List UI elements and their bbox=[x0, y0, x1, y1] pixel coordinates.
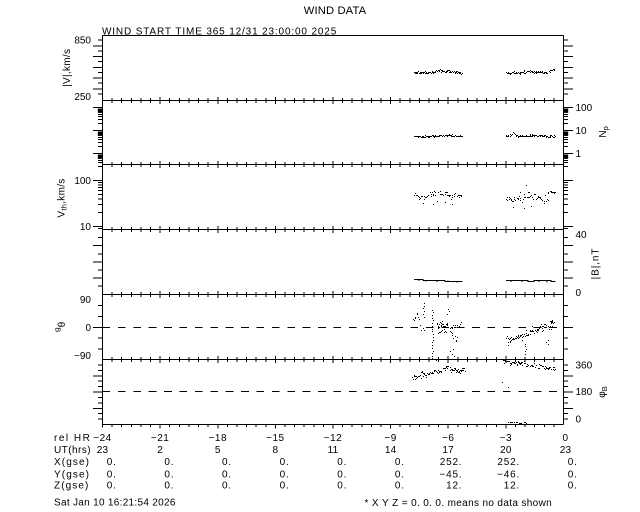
svg-text:Vth,km/s: Vth,km/s bbox=[57, 178, 69, 217]
svg-text:WIND DATA: WIND DATA bbox=[304, 5, 367, 17]
svg-text:100: 100 bbox=[74, 176, 91, 187]
svg-text:−9: −9 bbox=[384, 433, 396, 444]
svg-text:14: 14 bbox=[385, 445, 397, 456]
svg-text:90: 90 bbox=[80, 295, 92, 306]
svg-text:Z(gse): Z(gse) bbox=[54, 481, 90, 492]
svg-text:0.: 0. bbox=[395, 457, 405, 468]
svg-text:17: 17 bbox=[442, 445, 454, 456]
svg-text:0.: 0. bbox=[395, 469, 405, 480]
svg-text:0.: 0. bbox=[222, 481, 232, 492]
svg-text:11: 11 bbox=[328, 445, 339, 456]
svg-text:−46.: −46. bbox=[497, 469, 520, 480]
svg-text:−45.: −45. bbox=[439, 469, 462, 480]
svg-text:0.: 0. bbox=[395, 481, 405, 492]
svg-text:0.: 0. bbox=[280, 469, 290, 480]
svg-text:10: 10 bbox=[80, 222, 92, 233]
svg-text:−21: −21 bbox=[151, 433, 169, 444]
svg-text:UT(hrs): UT(hrs) bbox=[54, 445, 91, 456]
svg-text:0.: 0. bbox=[280, 457, 290, 468]
svg-text:850: 850 bbox=[74, 36, 91, 47]
svg-text:0.: 0. bbox=[568, 481, 578, 492]
svg-text:0.: 0. bbox=[337, 469, 347, 480]
svg-text:0.: 0. bbox=[337, 481, 347, 492]
svg-text:|V|,km/s: |V|,km/s bbox=[62, 49, 73, 87]
svg-text:Y(gse): Y(gse) bbox=[54, 469, 90, 480]
svg-text:23: 23 bbox=[560, 445, 572, 456]
svg-text:0.: 0. bbox=[164, 469, 174, 480]
svg-text:* X Y Z = 0. 0. 0. means no da: * X Y Z = 0. 0. 0. means no data shown bbox=[365, 498, 553, 509]
svg-text:360: 360 bbox=[576, 360, 593, 371]
svg-text:−6: −6 bbox=[442, 433, 454, 444]
svg-text:0.: 0. bbox=[280, 481, 290, 492]
svg-text:10: 10 bbox=[576, 126, 588, 137]
svg-text:rel HR: rel HR bbox=[54, 433, 91, 444]
svg-text:0.: 0. bbox=[107, 469, 117, 480]
svg-text:0.: 0. bbox=[107, 481, 117, 492]
svg-text:0: 0 bbox=[576, 288, 582, 299]
svg-text:−12: −12 bbox=[324, 433, 342, 444]
svg-text:2: 2 bbox=[157, 445, 163, 456]
svg-text:100: 100 bbox=[576, 103, 593, 114]
svg-text:8: 8 bbox=[273, 445, 279, 456]
svg-text:252.: 252. bbox=[497, 457, 520, 468]
svg-text:20: 20 bbox=[500, 445, 512, 456]
svg-text:0: 0 bbox=[576, 415, 582, 426]
svg-text:0.: 0. bbox=[164, 481, 174, 492]
svg-text:252.: 252. bbox=[440, 457, 463, 468]
svg-text:12.: 12. bbox=[446, 481, 462, 492]
svg-text:250: 250 bbox=[74, 92, 91, 103]
svg-text:−90: −90 bbox=[74, 351, 91, 362]
svg-text:−3: −3 bbox=[500, 433, 512, 444]
svg-text:0: 0 bbox=[562, 433, 568, 444]
svg-text:0.: 0. bbox=[568, 457, 578, 468]
svg-text:Sat Jan 10 16:21:54 2026: Sat Jan 10 16:21:54 2026 bbox=[54, 498, 176, 509]
svg-text:|B|,nT: |B|,nT bbox=[591, 248, 602, 280]
svg-text:0.: 0. bbox=[222, 457, 232, 468]
svg-text:12.: 12. bbox=[504, 481, 520, 492]
svg-text:0.: 0. bbox=[222, 469, 232, 480]
svg-text:θB: θB bbox=[54, 322, 66, 333]
svg-text:1: 1 bbox=[576, 149, 582, 160]
svg-text:40: 40 bbox=[576, 230, 588, 241]
svg-text:−18: −18 bbox=[209, 433, 227, 444]
svg-text:0: 0 bbox=[85, 323, 91, 334]
svg-text:0.: 0. bbox=[107, 457, 117, 468]
svg-text:180: 180 bbox=[576, 387, 593, 398]
svg-text:23: 23 bbox=[97, 445, 109, 456]
svg-text:0.: 0. bbox=[337, 457, 347, 468]
svg-text:0.: 0. bbox=[164, 457, 174, 468]
svg-text:0.: 0. bbox=[568, 469, 578, 480]
svg-text:5: 5 bbox=[215, 445, 221, 456]
svg-text:φB: φB bbox=[597, 386, 609, 398]
svg-text:Np: Np bbox=[598, 126, 610, 137]
svg-text:−15: −15 bbox=[266, 433, 284, 444]
svg-text:X(gse): X(gse) bbox=[54, 457, 90, 468]
svg-text:WIND START TIME 365 12/31 23:0: WIND START TIME 365 12/31 23:00:00 2025 bbox=[102, 26, 337, 37]
svg-text:−24: −24 bbox=[93, 433, 111, 444]
